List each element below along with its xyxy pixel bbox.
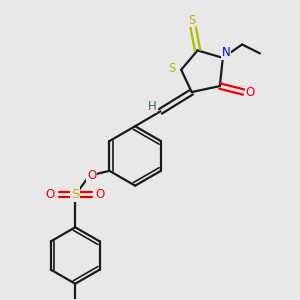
- Text: O: O: [96, 188, 105, 201]
- Text: O: O: [87, 169, 96, 182]
- Text: H: H: [148, 100, 157, 112]
- Text: O: O: [45, 188, 55, 201]
- Text: S: S: [188, 14, 195, 27]
- Text: S: S: [71, 188, 80, 201]
- Text: O: O: [245, 86, 255, 99]
- Text: S: S: [168, 62, 176, 75]
- Text: N: N: [222, 46, 231, 59]
